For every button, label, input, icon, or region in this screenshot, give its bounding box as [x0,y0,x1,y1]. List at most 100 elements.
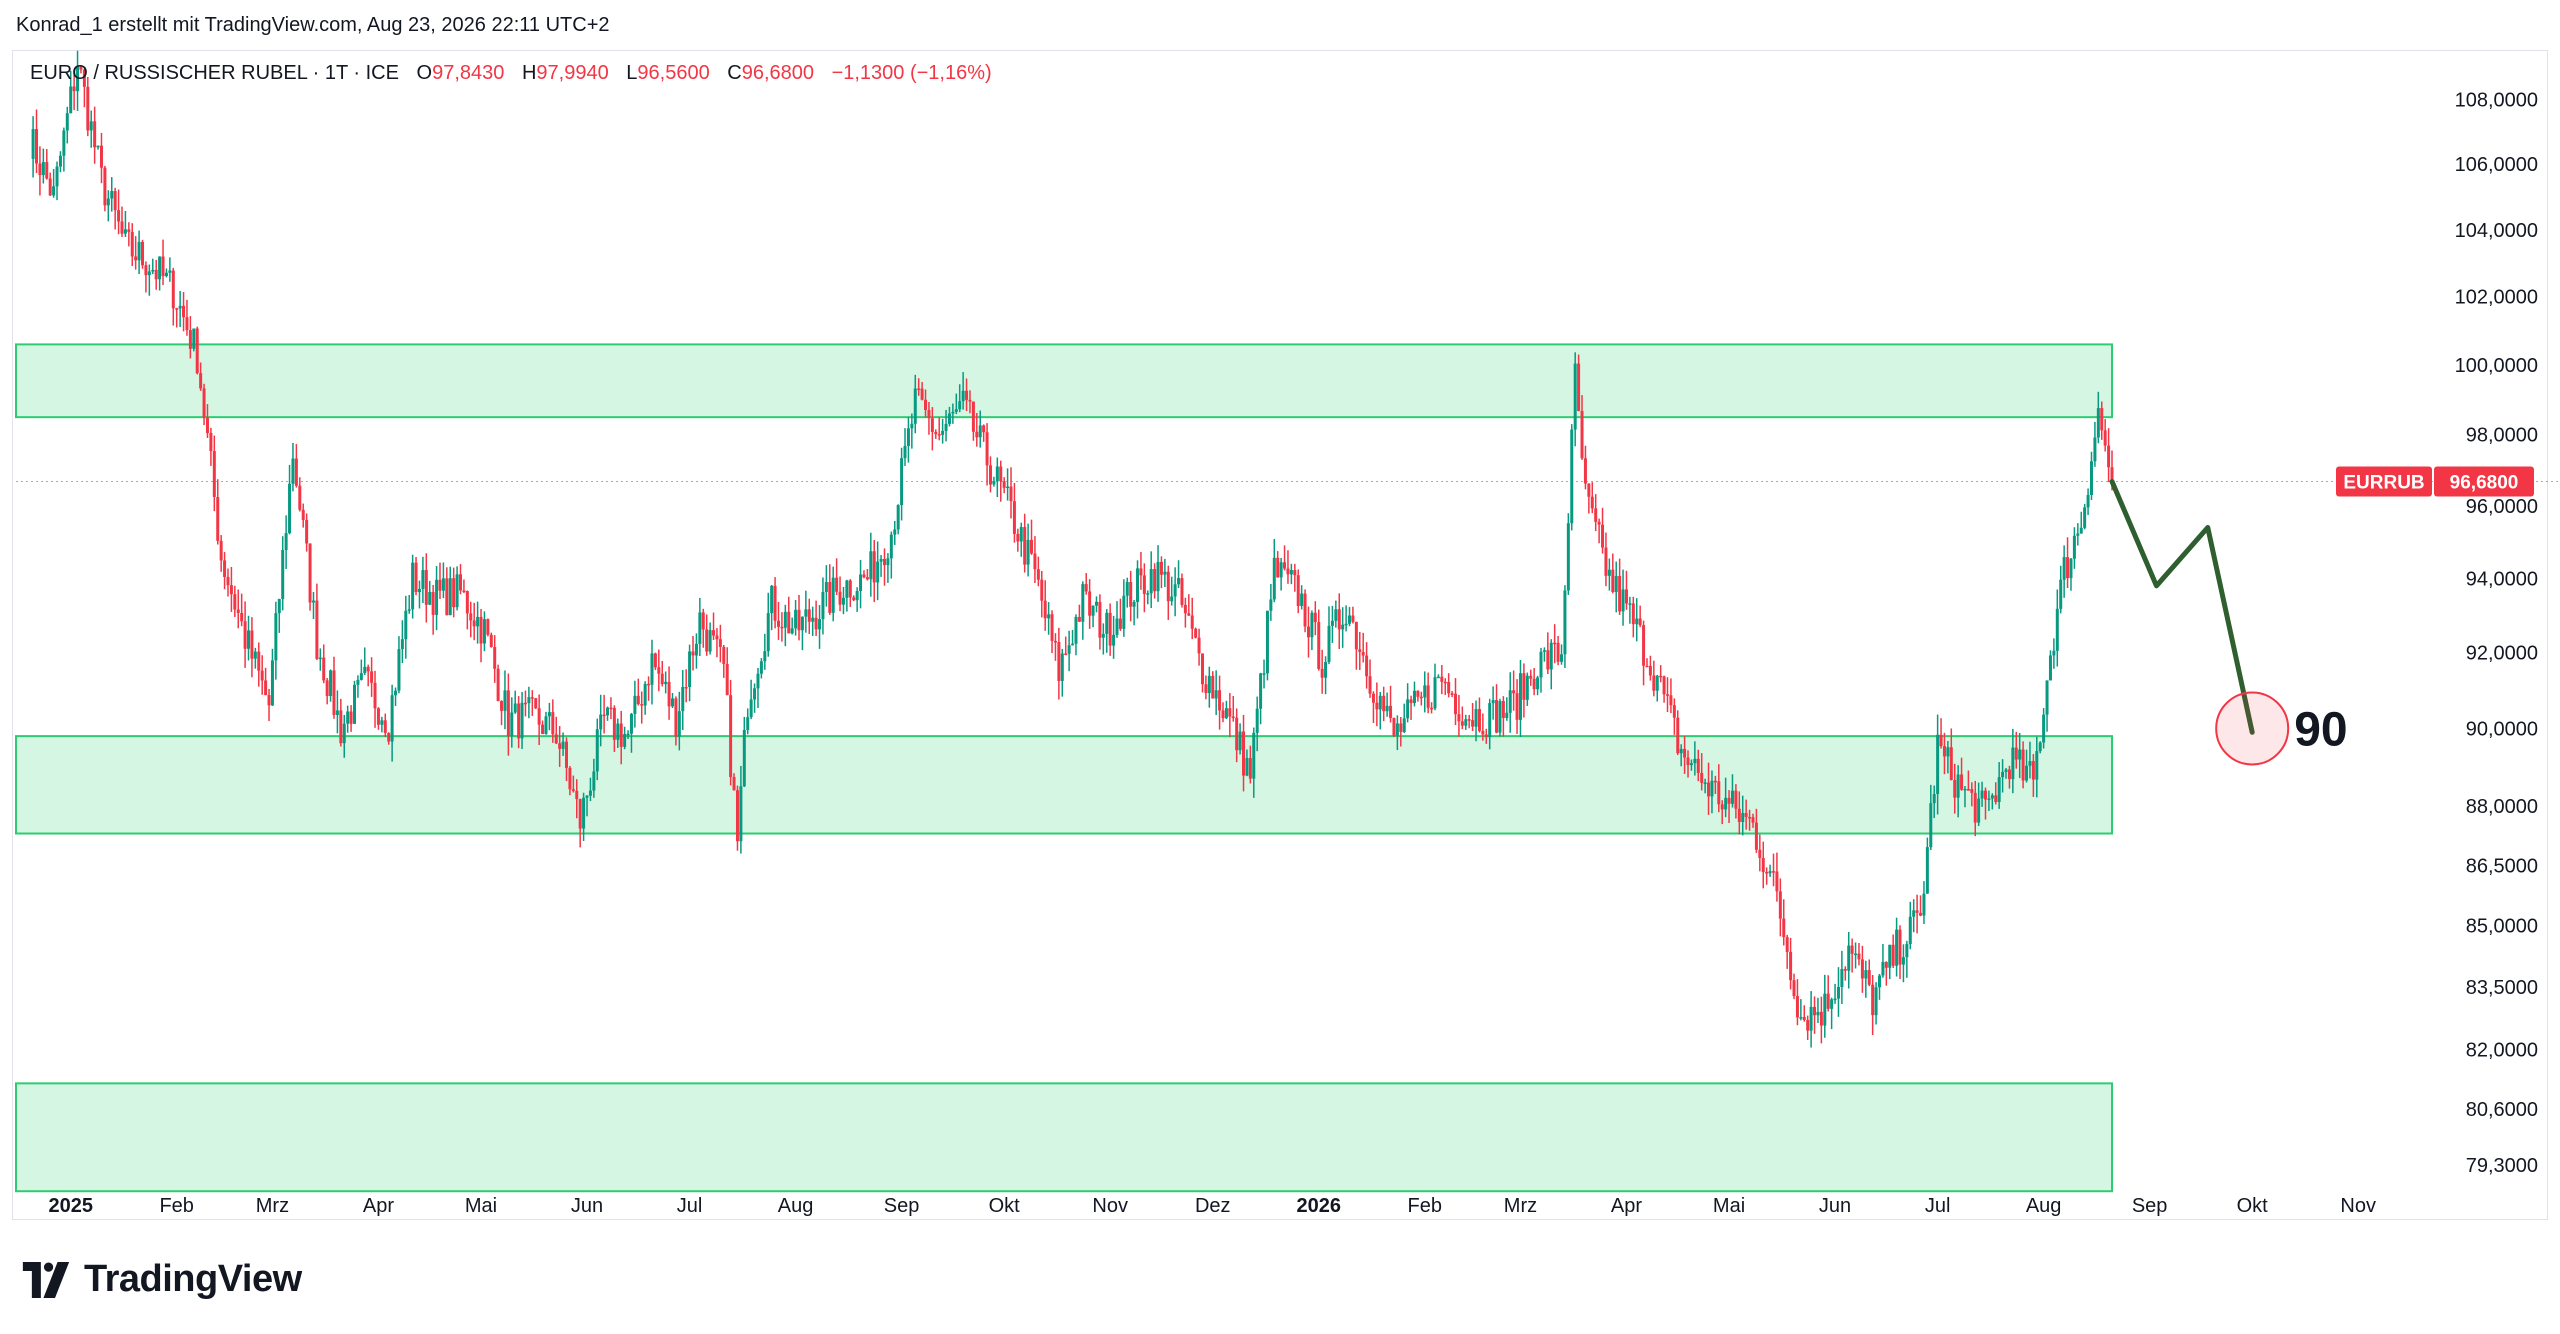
candle-down[interactable] [1457,714,1461,722]
candle-down[interactable] [1761,858,1765,872]
candle-up[interactable] [253,651,257,659]
candle-up[interactable] [951,411,955,414]
candle-up[interactable] [869,551,873,580]
candle-down[interactable] [469,613,473,621]
candle-up[interactable] [513,703,517,713]
candle-down[interactable] [1023,527,1027,565]
candle-up[interactable] [592,771,596,791]
candle-up[interactable] [1433,677,1437,709]
candle-down[interactable] [862,574,866,578]
candle-down[interactable] [735,790,739,842]
candle-down[interactable] [872,551,876,583]
candle-up[interactable] [1888,944,1892,968]
candle-down[interactable] [1183,604,1187,614]
candle-up[interactable] [588,790,592,796]
candle-up[interactable] [123,229,127,234]
candle-up[interactable] [1464,719,1468,726]
candle-down[interactable] [1949,747,1953,780]
candle-up[interactable] [192,328,196,349]
candle-down[interactable] [1276,557,1280,578]
candle-down[interactable] [1707,782,1711,797]
candle-down[interactable] [1204,684,1208,693]
candle-up[interactable] [318,657,322,660]
candle-down[interactable] [2007,769,2011,780]
candle-down[interactable] [1512,690,1516,694]
candle-up[interactable] [335,710,339,715]
candle-up[interactable] [1310,612,1314,638]
candle-down[interactable] [1737,808,1741,822]
candle-down[interactable] [1365,655,1369,677]
candle-down[interactable] [424,570,428,605]
candle-down[interactable] [188,330,192,349]
candle-up[interactable] [400,639,404,650]
candle-down[interactable] [1994,795,1998,802]
candle-down[interactable] [1792,980,1796,997]
candle-up[interactable] [1341,624,1345,630]
candle-up[interactable] [281,549,285,600]
candle-up[interactable] [1573,363,1577,430]
candle-down[interactable] [1129,582,1133,607]
candle-up[interactable] [1710,780,1714,797]
candle-up[interactable] [1330,620,1334,626]
candle-up[interactable] [688,651,692,687]
candle-up[interactable] [1963,788,1967,791]
candle-down[interactable] [1501,700,1505,718]
candle-down[interactable] [1187,613,1191,616]
candle-up[interactable] [55,166,59,187]
candle-up[interactable] [941,430,945,435]
candle-up[interactable] [906,428,910,446]
candle-up[interactable] [1908,916,1912,945]
candle-down[interactable] [1454,693,1458,715]
candle-down[interactable] [814,617,818,630]
candle-down[interactable] [1850,945,1854,954]
candle-down[interactable] [1200,653,1204,685]
candle-down[interactable] [301,509,305,520]
candle-down[interactable] [1720,804,1724,810]
candle-up[interactable] [2062,557,2066,580]
projection-path[interactable] [2109,478,2255,735]
candle-down[interactable] [38,163,42,176]
candle-down[interactable] [325,680,329,696]
candle-down[interactable] [1696,758,1700,773]
candle-down[interactable] [1303,593,1307,627]
candle-down[interactable] [171,270,175,309]
candle-down[interactable] [1098,601,1102,638]
candle-up[interactable] [859,574,863,592]
candle-down[interactable] [776,620,780,627]
candle-down[interactable] [1371,693,1375,703]
candle-up[interactable] [397,649,401,691]
candle-down[interactable] [205,417,209,433]
candle-down[interactable] [387,732,391,742]
candle-down[interactable] [571,789,575,791]
candle-down[interactable] [366,666,370,672]
candle-down[interactable] [1813,1006,1817,1016]
candle-down[interactable] [1248,757,1252,779]
candle-down[interactable] [250,630,254,659]
candle-up[interactable] [841,597,845,605]
candle-down[interactable] [565,741,569,768]
candle-up[interactable] [643,683,647,706]
candle-down[interactable] [1624,589,1628,604]
candle-down[interactable] [1604,547,1608,576]
candle-down[interactable] [373,682,377,709]
candle-down[interactable] [1118,618,1122,629]
candle-down[interactable] [127,229,131,232]
candle-up[interactable] [76,66,80,92]
candle-down[interactable] [1033,553,1037,570]
candle-up[interactable] [448,578,452,616]
candle-up[interactable] [944,423,948,431]
candle-down[interactable] [496,668,500,702]
candle-down[interactable] [1583,458,1587,484]
candle-down[interactable] [1587,483,1591,497]
candle-up[interactable] [1621,589,1625,612]
candle-up[interactable] [1980,790,1984,799]
candle-up[interactable] [277,599,281,614]
candle-up[interactable] [1245,757,1249,776]
candle-up[interactable] [1265,610,1269,674]
candle-up[interactable] [1655,675,1659,691]
candle-down[interactable] [1556,642,1560,662]
candle-up[interactable] [1300,593,1304,607]
candle-down[interactable] [1382,695,1386,712]
candle-up[interactable] [913,388,917,424]
candle-up[interactable] [1703,782,1707,785]
